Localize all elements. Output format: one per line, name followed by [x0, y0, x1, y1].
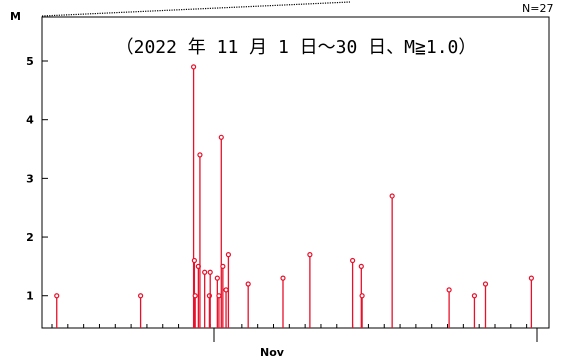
top-dotted-line	[41, 1, 351, 17]
stem-marker	[307, 252, 313, 258]
plot-frame	[41, 16, 550, 329]
y-tick-label: 1	[26, 290, 34, 303]
y-tick-label: 2	[26, 231, 34, 244]
stem-marker	[350, 257, 356, 264]
stem-marker	[202, 269, 208, 275]
stem-marker	[225, 252, 232, 258]
y-tick-label: 5	[26, 55, 34, 68]
stem-marker	[358, 263, 364, 269]
stem-marker	[192, 293, 198, 299]
y-axis-label: M	[10, 10, 21, 23]
stem-marker	[137, 293, 144, 299]
stem-marker	[471, 293, 478, 299]
stem-marker	[207, 269, 213, 275]
stem-marker	[218, 134, 224, 140]
stem-marker	[216, 293, 222, 299]
stem-marker	[280, 275, 286, 281]
chart-title: （2022 年 11 月 1 日～30 日、M≧1.0）	[116, 37, 477, 58]
y-tick-label: 3	[26, 172, 34, 185]
stem-marker	[220, 263, 226, 269]
stem-marker	[245, 281, 251, 287]
stem-marker	[359, 293, 365, 299]
stem-marker	[191, 257, 197, 264]
stem-marker	[389, 193, 395, 199]
stem-marker	[223, 287, 229, 293]
stem-series	[54, 64, 534, 328]
x-axis-label: Nov	[260, 346, 285, 359]
stem-marker	[528, 275, 534, 281]
stem-marker	[214, 275, 220, 281]
event-count-label: N=27	[522, 2, 553, 15]
stem-marker	[482, 281, 489, 287]
y-axis-ticks: 1 2 3 4 5	[26, 55, 48, 303]
stem-marker	[190, 64, 197, 70]
y-tick-label: 4	[26, 114, 34, 127]
stem-marker	[446, 287, 452, 293]
x-axis-ticks	[51, 324, 538, 342]
stem-marker	[197, 152, 203, 158]
stem-marker	[54, 293, 60, 299]
